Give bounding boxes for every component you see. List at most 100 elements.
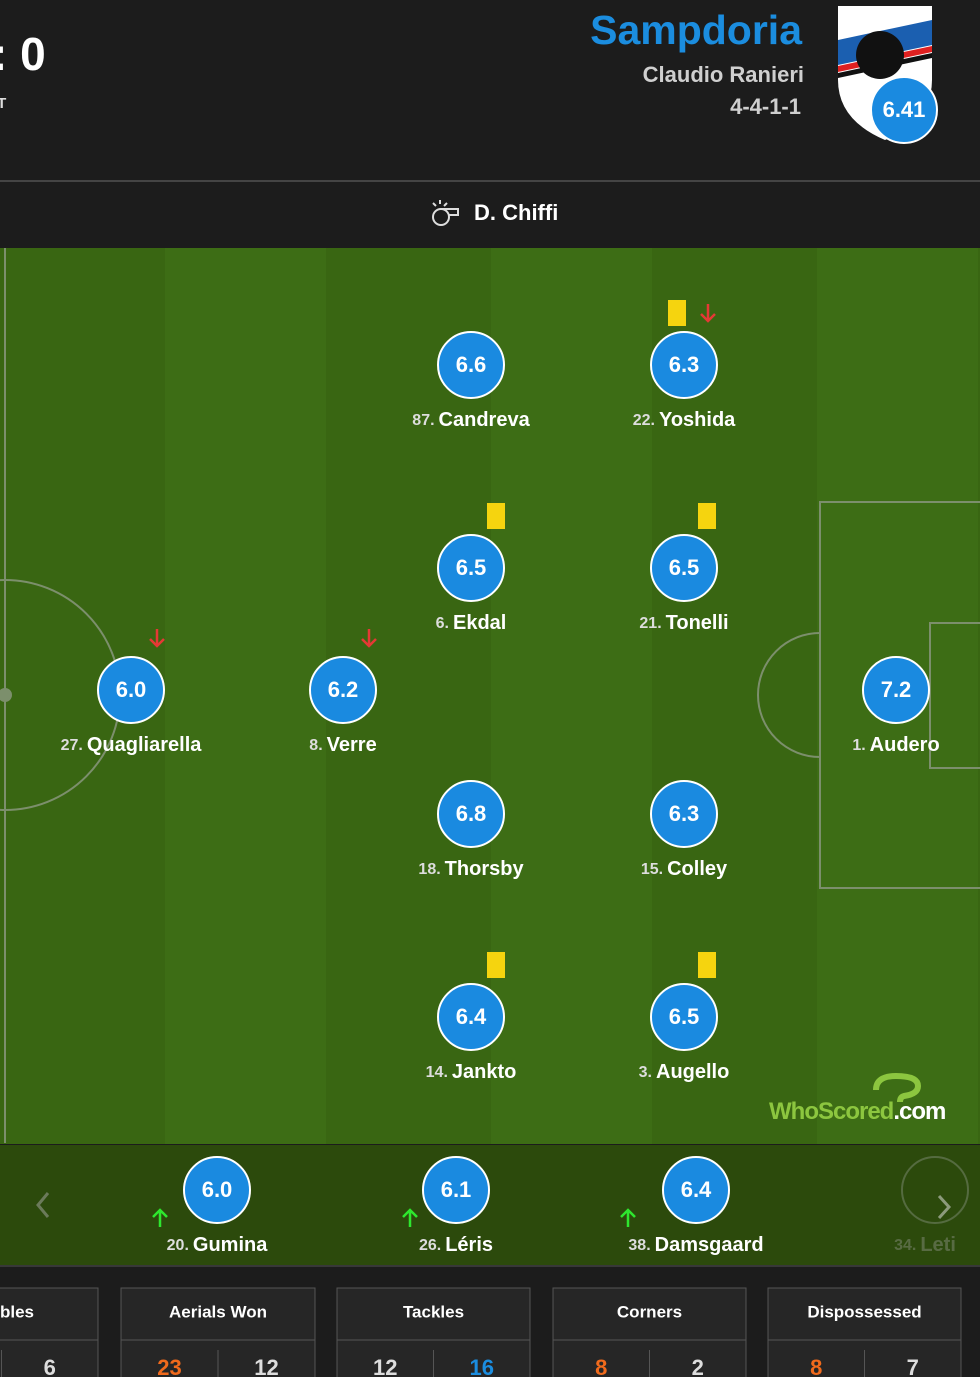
referee: D. Chiffi	[474, 200, 558, 225]
stat-home: 8	[595, 1355, 607, 1377]
player[interactable]: 34. Leti	[894, 1234, 956, 1256]
player[interactable]: 6.1 26. Léris	[402, 1156, 493, 1256]
next-button[interactable]	[901, 1156, 969, 1224]
player-label: 21. Tonelli	[639, 612, 728, 634]
player-name: Jankto	[452, 1061, 516, 1083]
player-number: 26.	[419, 1237, 441, 1254]
logo-mark	[873, 1072, 922, 1103]
player-name: Augello	[656, 1061, 729, 1083]
stat-label: Corners	[617, 1302, 682, 1321]
player[interactable]: 6.0 20. Gumina	[152, 1156, 269, 1256]
player-label: 8. Verre	[309, 734, 376, 756]
player-name: Leti	[920, 1234, 956, 1256]
player-name: Yoshida	[659, 409, 736, 431]
player-rating: 6.1	[441, 1177, 472, 1202]
rating-badge	[309, 656, 377, 724]
player[interactable]: 6.5 3. Augello	[639, 952, 730, 1083]
player-label: 27. Quagliarella	[61, 734, 203, 756]
player-number: 20.	[167, 1237, 189, 1254]
player-number: 18.	[418, 861, 440, 878]
stat-box-frame	[0, 1287, 99, 1377]
team-name[interactable]: Sampdoria	[590, 7, 803, 53]
rating-badge	[97, 656, 165, 724]
subbed-on-icon	[620, 1208, 636, 1227]
player[interactable]: 6.8 18. Thorsby	[418, 780, 524, 880]
stat-box-frame	[120, 1287, 316, 1377]
player[interactable]: 7.2 1. Audero	[852, 656, 940, 756]
prev-button[interactable]	[36, 1192, 50, 1218]
stat-home: 8	[810, 1355, 822, 1377]
logo-suffix: .com	[893, 1098, 945, 1125]
player-rating: 6.0	[202, 1177, 233, 1202]
player-number: 34.	[894, 1237, 916, 1254]
player-rating: 6.4	[681, 1177, 712, 1202]
player-number: 15.	[641, 861, 663, 878]
player-rating: 6.8	[456, 801, 487, 826]
stat-label: Tackles	[403, 1302, 464, 1321]
player-number: 14.	[426, 1064, 448, 1081]
player-rating: 6.3	[669, 352, 700, 377]
stat-home: 12	[373, 1355, 397, 1377]
player-label: 18. Thorsby	[418, 858, 524, 880]
subs-bar	[0, 1145, 980, 1265]
player-label: 14. Jankto	[426, 1061, 517, 1083]
player-label: 1. Audero	[852, 734, 939, 756]
player-number: 3.	[639, 1064, 652, 1081]
stat-box: Dispossessed 8 7	[767, 1287, 962, 1377]
player-label: 87. Candreva	[412, 409, 530, 431]
player[interactable]: 6.0 27. Quagliarella	[61, 629, 203, 756]
next-arrow	[937, 1194, 952, 1220]
player[interactable]: 6.3 22. Yoshida	[633, 300, 736, 431]
player-label: 20. Gumina	[167, 1234, 269, 1256]
stat-box: bles 6	[0, 1287, 99, 1377]
subbed-on-icon	[152, 1208, 168, 1227]
yellow-card-icon	[487, 952, 505, 978]
player-label: 26. Léris	[419, 1234, 493, 1256]
subbed-off-icon	[361, 629, 377, 648]
player-rating: 6.5	[669, 1004, 700, 1029]
stat-box: Corners 8 2	[552, 1287, 747, 1377]
player[interactable]: 6.4 38. Damsgaard	[620, 1156, 764, 1256]
player-rating: 6.0	[116, 677, 147, 702]
player-number: 1.	[852, 737, 865, 754]
centre-spot	[0, 688, 12, 702]
player[interactable]: 6.6 87. Candreva	[412, 331, 531, 431]
whistle-icon	[432, 200, 459, 226]
player[interactable]: 6.5 6. Ekdal	[436, 503, 507, 634]
player[interactable]: 6.3 15. Colley	[641, 780, 728, 880]
rating-badge	[662, 1156, 730, 1224]
stat-label: bles	[0, 1302, 34, 1321]
stat-away: 6	[44, 1355, 56, 1377]
player[interactable]: 6.5 21. Tonelli	[639, 503, 729, 634]
stat-away: 2	[692, 1355, 704, 1377]
player-number: 38.	[628, 1237, 650, 1254]
rating-badge	[650, 780, 718, 848]
team-rating: 6.41	[883, 97, 926, 122]
logo-brand: WhoScored	[769, 1098, 894, 1125]
subbed-off-icon	[149, 629, 165, 648]
player-number: 21.	[639, 615, 661, 632]
player-number: 22.	[633, 412, 655, 429]
substitutes: 6.0 20. Gumina 6.1 26. Léris 6.4 38. Damsgaard 34…	[152, 1156, 956, 1256]
rating-badge	[437, 534, 505, 602]
player[interactable]: 6.4 14. Jankto	[426, 952, 517, 1083]
team-rating-badge	[870, 76, 938, 144]
player-label: 3. Augello	[639, 1061, 730, 1083]
watermark: WhoScored.com	[769, 1098, 945, 1125]
player-rating: 6.5	[456, 555, 487, 580]
player[interactable]: 6.2 8. Verre	[309, 629, 377, 756]
rating-badge	[183, 1156, 251, 1224]
yellow-card-icon	[668, 300, 686, 326]
player-rating: 7.2	[881, 677, 912, 702]
player-name: Colley	[667, 858, 728, 880]
stat-box: Aerials Won 23 12	[120, 1287, 316, 1377]
rating-badge	[862, 656, 930, 724]
player-number: 8.	[309, 737, 322, 754]
stat-box: Tackles 12 16	[336, 1287, 531, 1377]
player-label: 38. Damsgaard	[628, 1234, 763, 1256]
formation: 4-4-1-1	[730, 94, 801, 119]
player-number: 27.	[61, 737, 83, 754]
player-name: Gumina	[193, 1234, 268, 1256]
